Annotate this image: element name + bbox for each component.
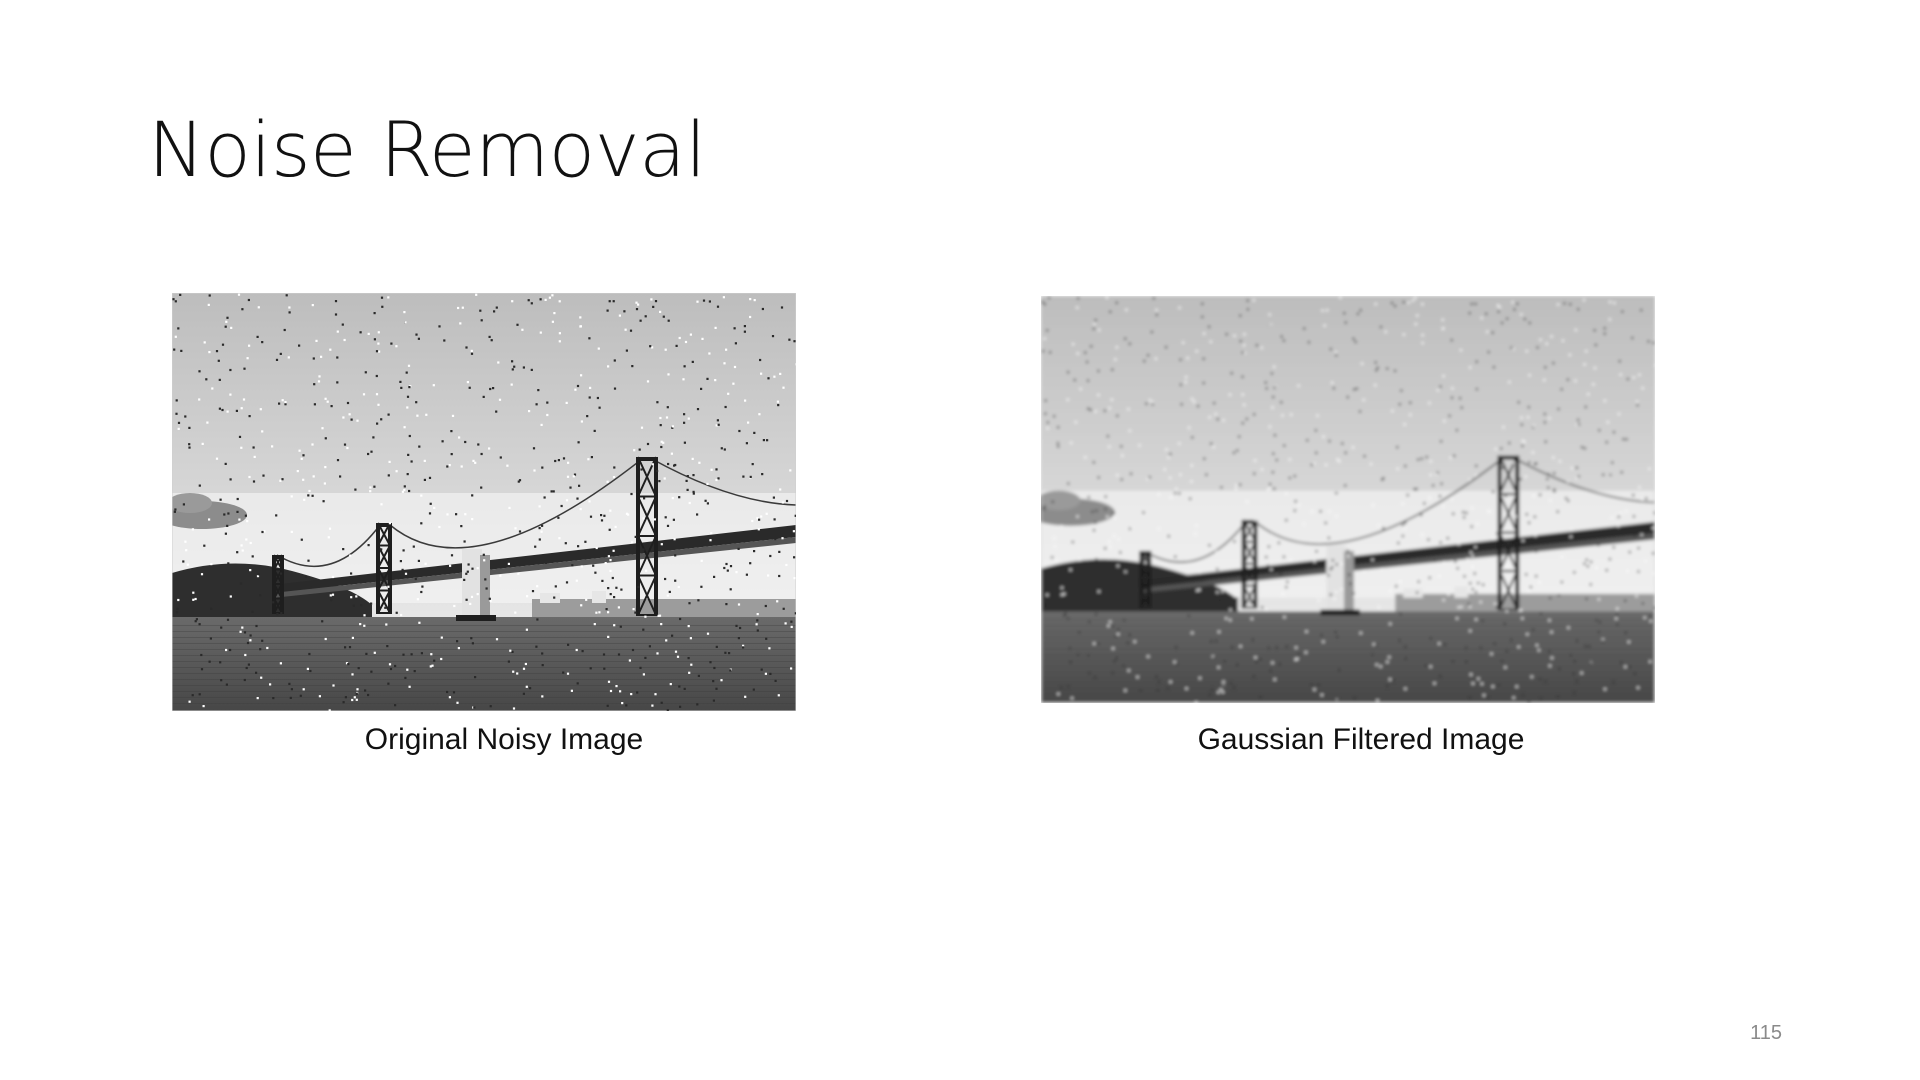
original-noisy-image [172,293,796,711]
gaussian-filtered-image [1041,296,1655,703]
page-number: 115 [1750,1022,1782,1044]
original-image-caption: Original Noisy Image [364,723,644,756]
slide-title: Noise Removal [148,105,706,194]
bridge-photo-noisy-icon [172,293,796,711]
bridge-photo-blurred-icon [1041,296,1655,703]
filtered-image-caption: Gaussian Filtered Image [1197,723,1525,756]
